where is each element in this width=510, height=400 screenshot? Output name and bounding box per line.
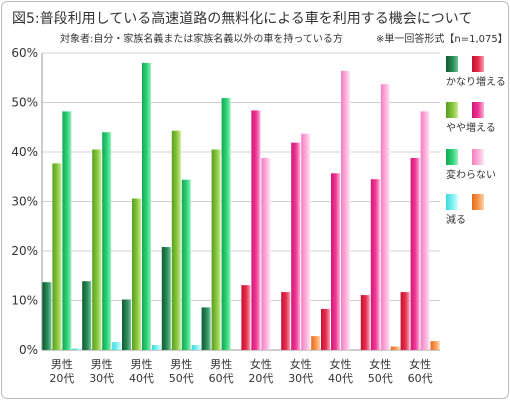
bar-female-series0-cat6 <box>281 292 291 350</box>
category-label: 30代 <box>89 372 114 385</box>
legend-label: 減る <box>446 213 466 226</box>
bar-male-series0-cat1 <box>82 281 92 350</box>
category-label: 40代 <box>328 372 353 385</box>
y-tick-label: 60% <box>11 46 38 60</box>
category-label: 男性 <box>170 357 192 371</box>
bar-male-series1-cat1 <box>92 149 102 350</box>
legend-label: 変わらない <box>446 168 496 181</box>
bar-female-series0-cat7 <box>321 308 330 350</box>
category-label: 男性 <box>91 357 113 371</box>
chart-subtitle: 対象者:自分・家族名義または家族名義以外の車を持っている方 <box>60 32 343 45</box>
category-label: 50代 <box>169 372 194 385</box>
y-tick-label: 50% <box>11 96 38 110</box>
bar-male-series2-cat2 <box>142 62 151 351</box>
legend-swatch-female <box>472 56 484 72</box>
category-label: 30代 <box>288 372 313 385</box>
bar-male-series2-cat1 <box>102 132 112 350</box>
bar-male-series3-cat2 <box>152 345 161 350</box>
bar-female-series2-cat8 <box>380 84 390 350</box>
bar-female-series2-cat5 <box>261 157 271 350</box>
bar-female-series2-cat6 <box>301 133 311 350</box>
y-axis: 0% 10% 20% 30% 40% 50% 60% <box>11 46 38 357</box>
y-tick-label: 20% <box>11 244 38 258</box>
bar-female-series0-cat8 <box>360 295 370 350</box>
bar-female-series0-cat5 <box>241 285 251 350</box>
bar-female-series1-cat8 <box>370 179 380 350</box>
x-axis: 男性20代男性30代男性40代男性50代男性60代女性20代女性30代女性40代… <box>49 357 432 385</box>
bars <box>42 62 440 351</box>
legend-swatch-male <box>446 149 458 165</box>
bar-male-series0-cat4 <box>201 307 211 350</box>
category-label: 女性 <box>290 357 312 371</box>
category-label: 女性 <box>250 357 272 371</box>
category-label: 男性 <box>131 357 153 371</box>
bar-male-series1-cat0 <box>52 163 62 350</box>
sample-note: ※単一回答形式【n=1,075】 <box>376 32 508 45</box>
category-label: 40代 <box>129 372 154 385</box>
category-label: 50代 <box>368 372 393 385</box>
category-label: 男性 <box>51 357 73 371</box>
bar-male-series0-cat3 <box>161 247 171 350</box>
bar-male-series3-cat0 <box>72 348 82 350</box>
bar-female-series2-cat9 <box>420 111 430 350</box>
bar-female-series0-cat9 <box>400 292 410 350</box>
bar-female-series1-cat9 <box>410 157 420 350</box>
legend-label: かなり増える <box>446 75 506 88</box>
bar-female-series1-cat5 <box>251 110 261 350</box>
y-tick-label: 10% <box>11 294 38 308</box>
bar-female-series3-cat6 <box>311 336 321 350</box>
bar-female-series1-cat7 <box>331 173 340 350</box>
category-label: 女性 <box>369 357 391 371</box>
legend-swatch-female <box>472 102 484 118</box>
legend-swatch-female <box>472 194 484 210</box>
legend-swatch-female <box>472 149 484 165</box>
category-label: 女性 <box>409 357 431 371</box>
bar-male-series3-cat1 <box>112 342 122 350</box>
bar-male-series1-cat4 <box>211 149 221 350</box>
bar-female-series1-cat6 <box>291 142 301 350</box>
chart-title: 図5:普段利用している高速道路の無料化による車を利用する機会について <box>12 10 472 27</box>
y-tick-label: 0% <box>19 343 38 357</box>
bar-male-series0-cat0 <box>42 282 52 350</box>
legend-swatch-male <box>446 194 458 210</box>
bar-male-series3-cat3 <box>191 345 201 350</box>
bar-male-series0-cat2 <box>122 299 131 350</box>
y-tick-label: 30% <box>11 195 38 209</box>
legend-label: やや増える <box>446 121 496 134</box>
bar-female-series3-cat8 <box>390 346 400 350</box>
category-label: 60代 <box>408 372 433 385</box>
bar-male-series2-cat4 <box>221 98 231 350</box>
bar-male-series2-cat0 <box>62 111 72 350</box>
category-label: 男性 <box>210 357 232 371</box>
bar-female-series3-cat9 <box>430 341 440 350</box>
bar-male-series2-cat3 <box>181 179 191 350</box>
category-label: 20代 <box>248 372 273 385</box>
legend-swatch-male <box>446 102 458 118</box>
legend-swatch-male <box>446 56 458 72</box>
bar-male-series1-cat3 <box>171 130 181 350</box>
category-label: 60代 <box>209 372 234 385</box>
bar-female-series2-cat7 <box>341 70 350 350</box>
category-label: 女性 <box>330 357 352 371</box>
category-label: 20代 <box>49 372 74 385</box>
y-tick-label: 40% <box>11 145 38 159</box>
bar-male-series1-cat2 <box>132 198 141 350</box>
grid <box>41 52 440 351</box>
